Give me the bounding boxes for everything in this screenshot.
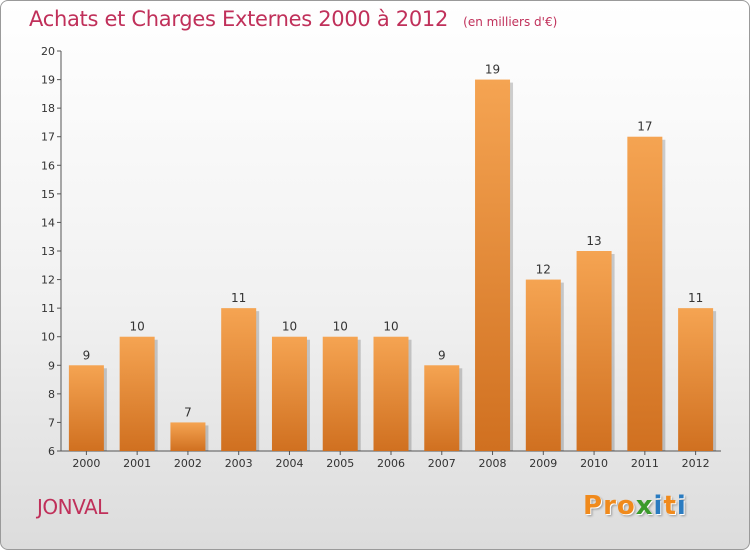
- title-row: Achats et Charges Externes 2000 à 2012 (…: [29, 7, 557, 31]
- data-label-2002: 7: [184, 405, 192, 419]
- bar-2006: [373, 336, 409, 451]
- x-tick-label-2004: 2004: [275, 457, 303, 470]
- proxiti-logo[interactable]: Proxiti: [583, 491, 687, 521]
- x-tick-label-2009: 2009: [529, 457, 557, 470]
- chart-bars: [68, 79, 717, 452]
- data-label-2008: 19: [485, 63, 500, 77]
- x-tick-label-2011: 2011: [631, 457, 659, 470]
- data-label-2011: 17: [637, 120, 652, 134]
- data-label-2007: 9: [438, 348, 446, 362]
- bar-2010: [576, 251, 612, 451]
- y-tick-label: 10: [41, 331, 55, 344]
- data-label-2010: 13: [586, 234, 601, 248]
- y-tick-label: 13: [41, 245, 55, 258]
- y-tick-label: 7: [48, 416, 55, 429]
- y-tick-label: 16: [41, 159, 55, 172]
- x-tick-label-2008: 2008: [479, 457, 507, 470]
- bar-2009: [525, 279, 561, 451]
- x-tick-label-2001: 2001: [123, 457, 151, 470]
- x-tick-label-2000: 2000: [72, 457, 100, 470]
- y-tick-label: 20: [41, 45, 55, 58]
- chart-title: Achats et Charges Externes 2000 à 2012: [29, 7, 449, 31]
- y-tick-label: 14: [41, 216, 55, 229]
- bar-2011: [627, 136, 663, 451]
- bar-2003: [221, 308, 257, 451]
- data-label-2000: 9: [83, 348, 91, 362]
- y-tick-label: 6: [48, 445, 55, 458]
- y-tick-label: 18: [41, 102, 55, 115]
- place-name: JONVAL: [37, 495, 108, 519]
- bar-2005: [322, 336, 358, 451]
- data-label-2004: 10: [282, 320, 297, 334]
- x-tick-label-2006: 2006: [377, 457, 405, 470]
- x-tick-label-2010: 2010: [580, 457, 608, 470]
- logo-letter: o: [616, 491, 636, 521]
- x-tick-label-2003: 2003: [225, 457, 253, 470]
- data-label-2005: 10: [333, 320, 348, 334]
- logo-letter: P: [583, 491, 604, 521]
- logo-letter: i: [653, 491, 664, 521]
- chart-unit: (en milliers d'€): [463, 15, 558, 29]
- bar-2002: [170, 422, 206, 451]
- data-label-2001: 10: [130, 320, 145, 334]
- chart-x-ticks: 2000 2001 2002 2003 2004 2005 2006 2007 2008 2009…: [72, 451, 710, 470]
- data-label-2009: 12: [536, 263, 551, 277]
- bar-2007: [424, 365, 460, 451]
- chart-data-labels: 9 10 7 11 10 10 10 9 19 12 13 17 11: [83, 63, 704, 420]
- bar-2004: [271, 336, 307, 451]
- y-tick-label: 19: [41, 74, 55, 87]
- x-tick-label-2012: 2012: [682, 457, 710, 470]
- bar-2008: [475, 79, 511, 452]
- x-tick-label-2005: 2005: [326, 457, 354, 470]
- data-label-2012: 11: [688, 291, 703, 305]
- logo-letter: r: [603, 491, 617, 521]
- y-tick-label: 15: [41, 188, 55, 201]
- bar-2012: [678, 308, 714, 451]
- y-tick-label: 8: [48, 388, 55, 401]
- y-tick-label: 17: [41, 131, 55, 144]
- chart-y-ticks: 6 7 8 9 10 11 12 13 14 15 16 17 18 19 20: [41, 45, 61, 458]
- logo-letter: i: [676, 491, 687, 521]
- logo-letter: t: [663, 491, 677, 521]
- x-tick-label-2002: 2002: [174, 457, 202, 470]
- y-tick-label: 12: [41, 274, 55, 287]
- y-tick-label: 11: [41, 302, 55, 315]
- x-tick-label-2007: 2007: [428, 457, 456, 470]
- data-label-2003: 11: [231, 291, 246, 305]
- y-tick-label: 9: [48, 359, 55, 372]
- data-label-2006: 10: [383, 320, 398, 334]
- bar-2000: [68, 365, 104, 451]
- bar-2001: [119, 336, 155, 451]
- logo-letter: x: [635, 491, 654, 521]
